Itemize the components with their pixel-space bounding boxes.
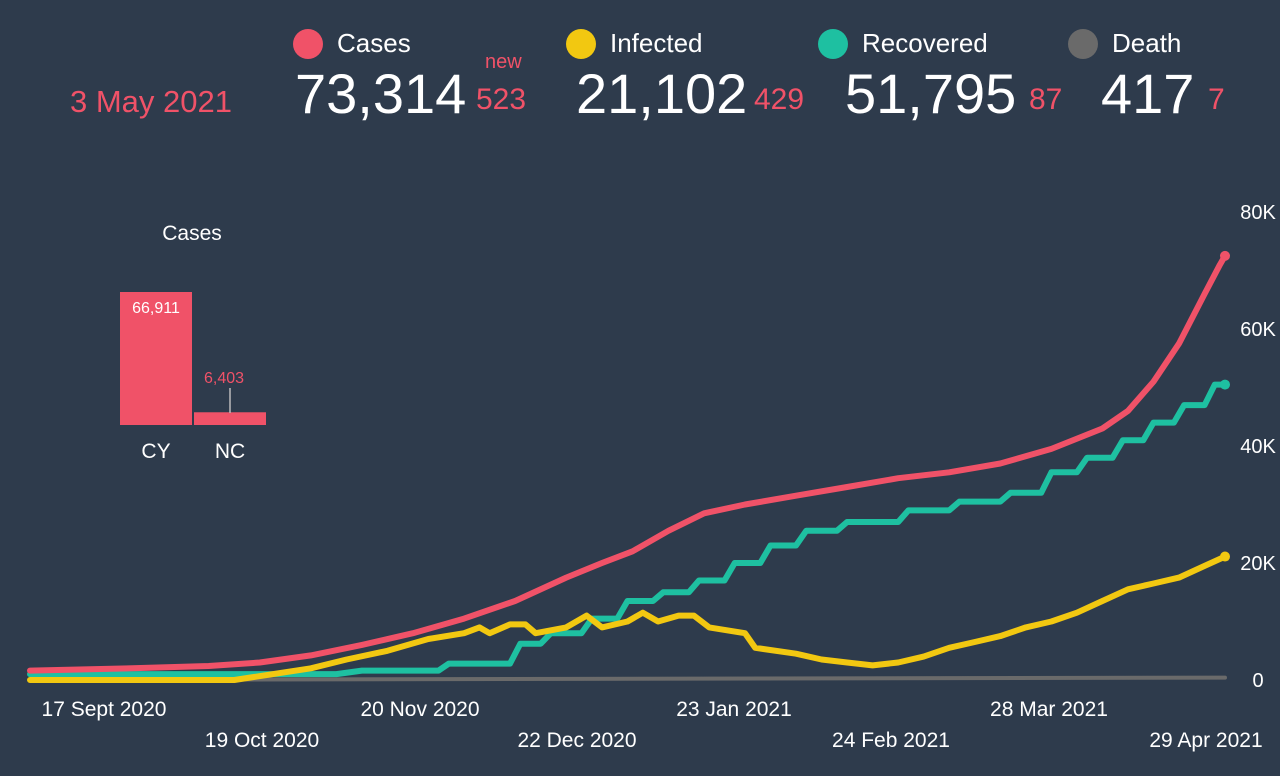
y-tick-label: 40K: [1240, 436, 1276, 458]
stat-death-label: Death: [1112, 28, 1182, 58]
death-legend-dot: [1068, 28, 1098, 59]
y-tick-label: 60K: [1240, 319, 1276, 341]
infected-legend-dot: [566, 28, 596, 59]
cases-bar-chart: Cases CY NC 66,911 6,403: [120, 222, 266, 463]
stat-cases-delta: 523: [476, 83, 527, 116]
bar-category-label: NC: [215, 440, 245, 463]
bar-cy: [120, 292, 192, 425]
x-tick-label: 19 Oct 2020: [205, 729, 319, 752]
x-tick-label: 17 Sept 2020: [42, 698, 167, 721]
timeline-line-chart: 0 20K 40K 60K 80K 17 Sept 2020 19 Oct 2020 20 N…: [27, 202, 1276, 752]
stat-death-value: 417: [1101, 62, 1195, 125]
y-tick-label: 80K: [1240, 202, 1276, 224]
bar-category-label: CY: [141, 440, 170, 463]
stat-cases-label: Cases: [337, 28, 411, 58]
series-cases-line: [27, 252, 1228, 674]
series-cases-endpoint: [1220, 250, 1230, 261]
stat-recovered-value: 51,795: [845, 62, 1017, 125]
series-infected-line: [27, 553, 1228, 683]
cases-legend-dot: [293, 28, 323, 59]
series-recovered-line: [27, 381, 1228, 678]
x-tick-label: 28 Mar 2021: [990, 698, 1108, 721]
bar-value-label: 66,911: [132, 300, 180, 317]
stat-recovered-delta: 87: [1029, 83, 1063, 116]
stat-recovered-label: Recovered: [862, 28, 988, 58]
x-tick-label: 22 Dec 2020: [517, 729, 636, 752]
recovered-legend-dot: [818, 28, 848, 59]
stat-infected-value: 21,102: [576, 62, 748, 125]
bar-value-label: 6,403: [204, 370, 244, 387]
series-infected-endpoint: [1220, 551, 1230, 562]
bar-chart-title: Cases: [162, 222, 222, 245]
bar-nc: [194, 412, 266, 425]
x-tick-label: 20 Nov 2020: [360, 698, 479, 721]
new-label: new: [485, 51, 522, 73]
series-recovered-endpoint: [1220, 379, 1230, 390]
stat-infected-delta: 429: [754, 83, 805, 116]
report-date: 3 May 2021: [70, 84, 232, 119]
y-tick-label: 20K: [1240, 553, 1276, 575]
x-tick-label: 24 Feb 2021: [832, 729, 950, 752]
x-tick-label: 29 Apr 2021: [1149, 729, 1262, 752]
stat-cases-value: 73,314: [295, 62, 467, 125]
stat-death-delta: 7: [1208, 83, 1225, 116]
stat-infected-label: Infected: [610, 28, 703, 58]
x-tick-label: 23 Jan 2021: [676, 698, 792, 721]
y-tick-label: 0: [1252, 670, 1263, 692]
